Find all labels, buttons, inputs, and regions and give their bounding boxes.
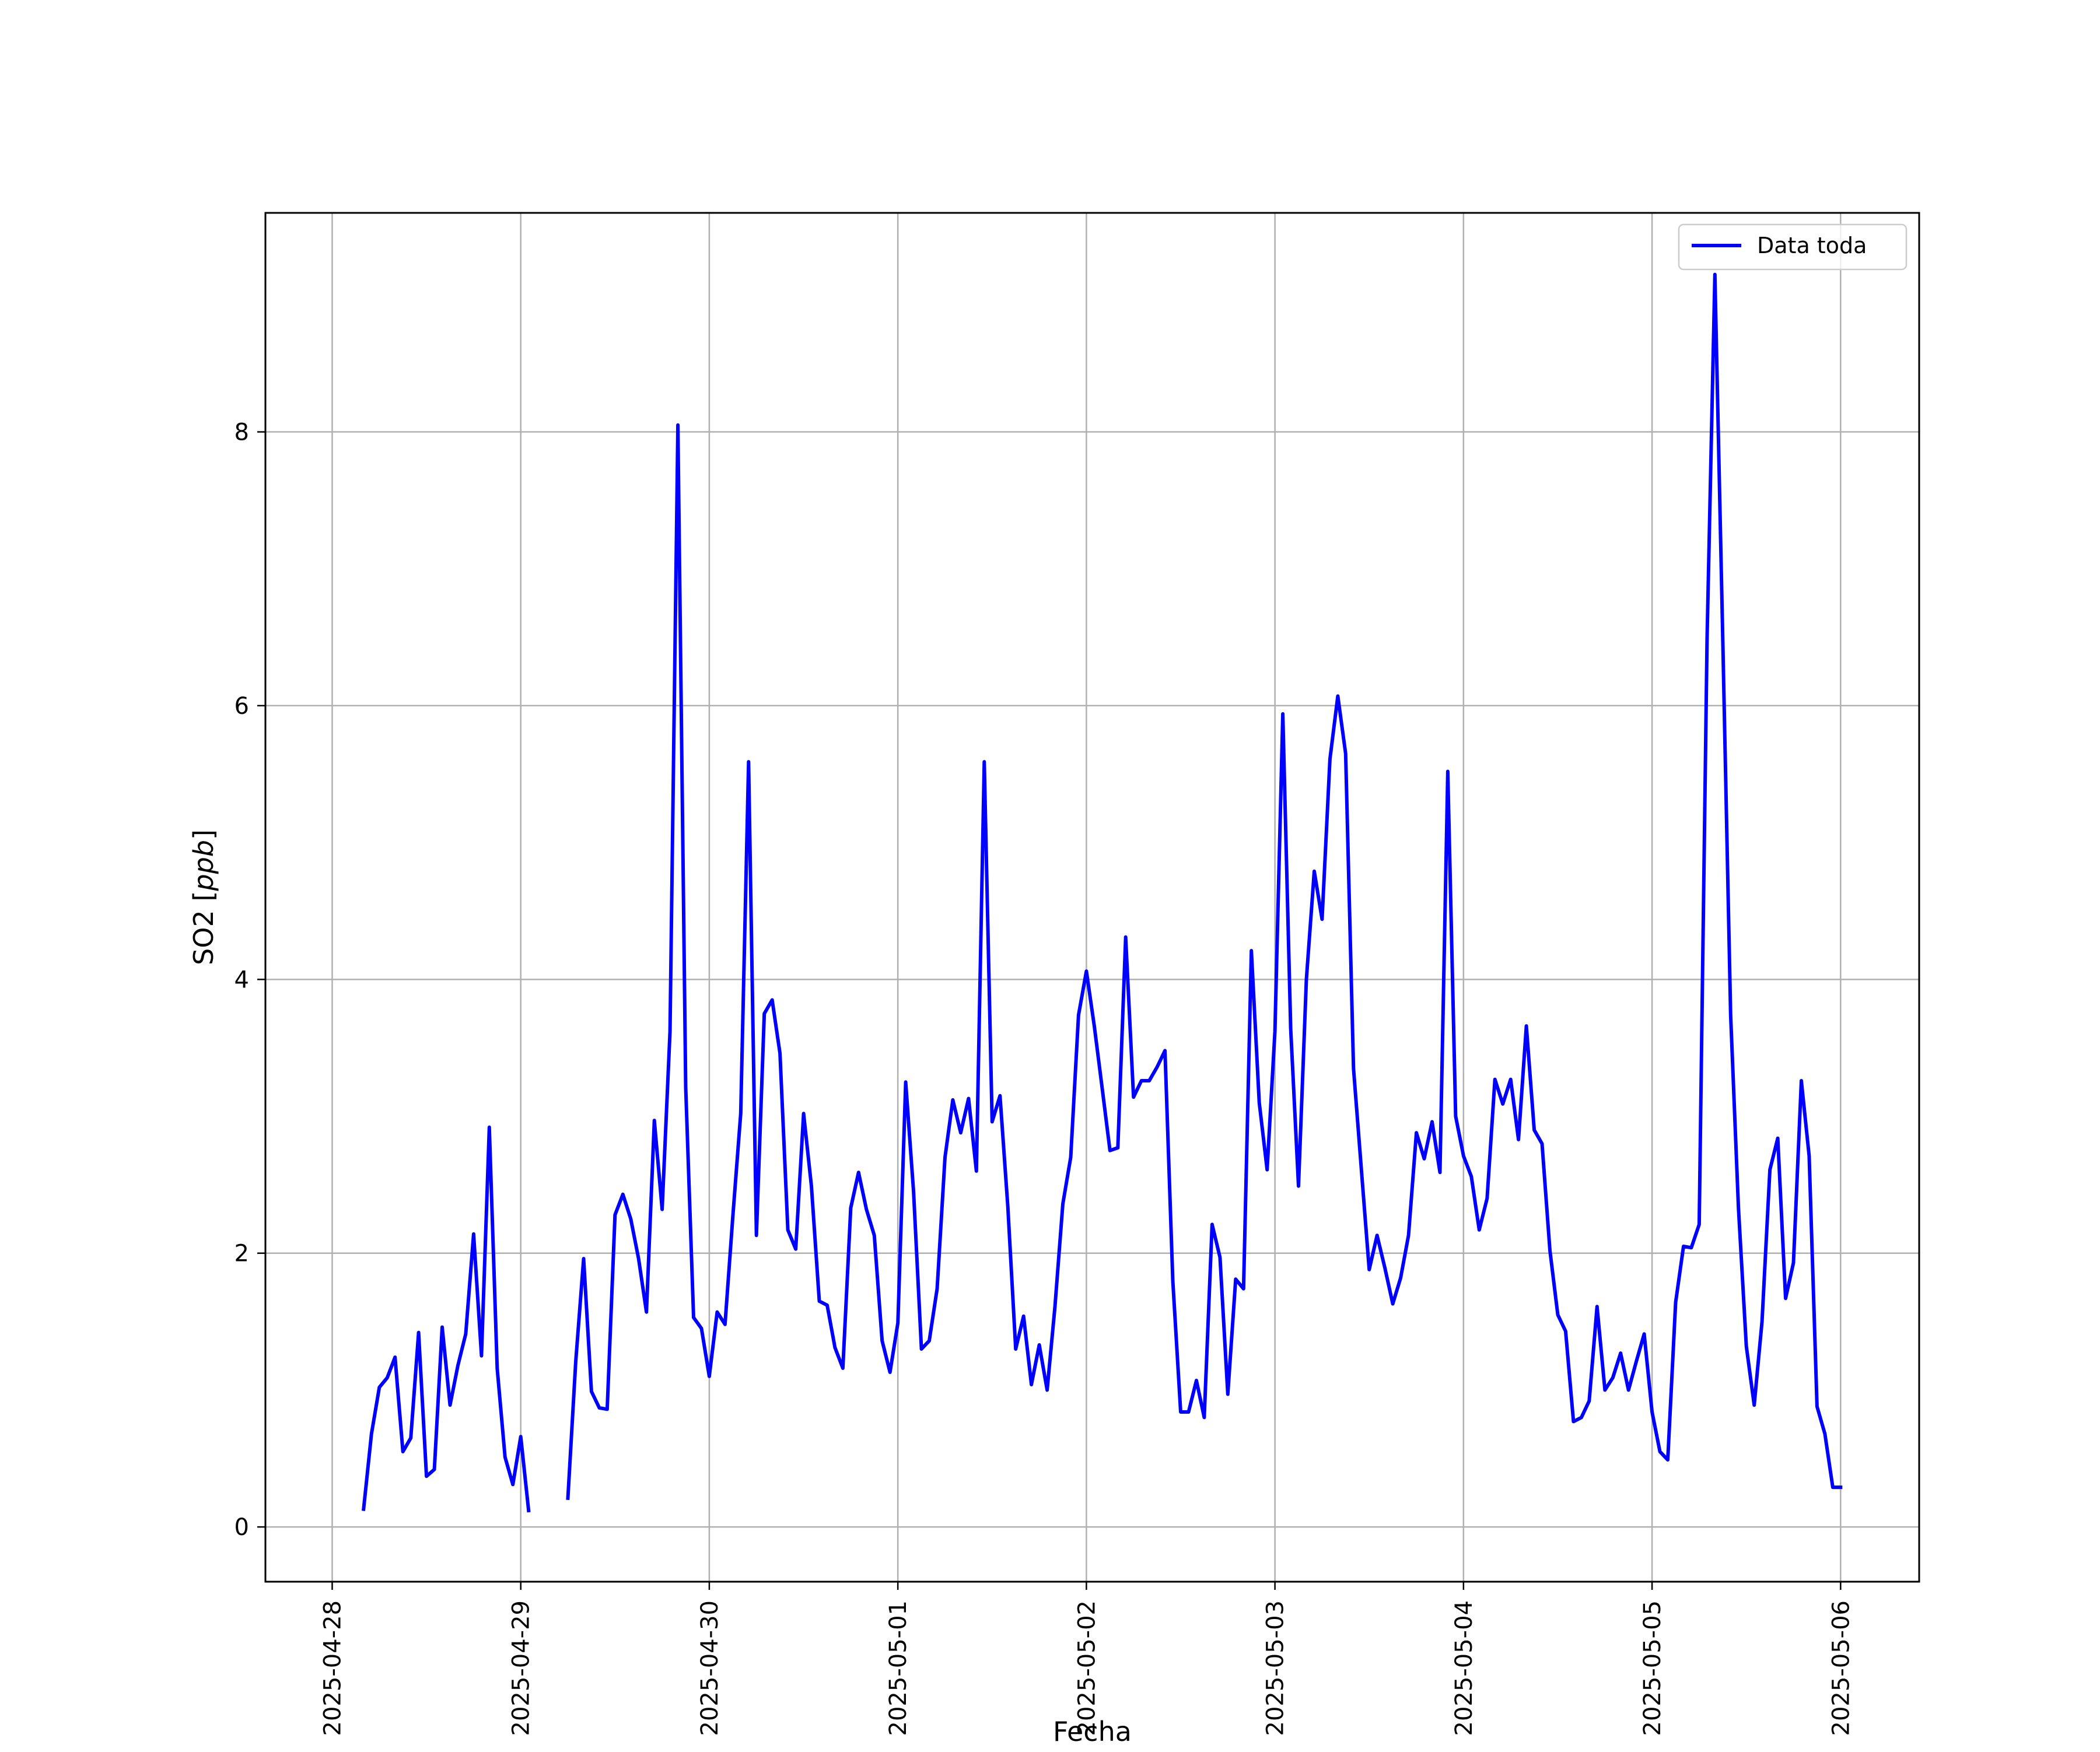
y-tick-label: 6: [235, 693, 249, 720]
y-axis-title-main: SO2 [: [188, 891, 219, 965]
grid-layer: [265, 213, 1919, 1582]
x-tick-label: 2025-05-01: [885, 1600, 912, 1736]
x-tick-label: 2025-04-29: [508, 1600, 535, 1736]
ticks-layer: 0 2 4 6 8 2025-04-28 2025-04-29 2025-04-30 2025-…: [235, 419, 1855, 1736]
legend-box: [1678, 223, 1908, 271]
x-tick-label: 2025-05-05: [1639, 1600, 1666, 1736]
plot-frame: [264, 212, 1920, 1583]
x-tick-label: 2025-04-28: [319, 1600, 346, 1736]
legend-label: Data toda: [1757, 233, 1867, 258]
series-line: [362, 272, 1843, 1513]
y-axis-title-close: ]: [188, 829, 219, 840]
legend: Data toda: [1678, 223, 1908, 271]
x-tick-label: 2025-05-04: [1451, 1600, 1478, 1736]
y-tick-label: 0: [235, 1514, 249, 1541]
x-tick-label: 2025-05-02: [1073, 1600, 1100, 1736]
y-axis-title: SO2 [ppb]: [188, 829, 219, 965]
y-axis-title-unit: ppb: [188, 840, 219, 892]
series-layer: [362, 272, 1843, 1513]
x-tick-label: 2025-04-30: [696, 1600, 723, 1736]
y-tick-label: 8: [235, 419, 249, 446]
x-tick-label: 2025-05-06: [1828, 1600, 1854, 1736]
x-tick-label: 2025-05-03: [1262, 1600, 1289, 1736]
y-tick-label: 4: [235, 966, 249, 993]
y-tick-label: 2: [235, 1241, 249, 1267]
x-axis-title: Fecha: [1053, 1716, 1132, 1747]
